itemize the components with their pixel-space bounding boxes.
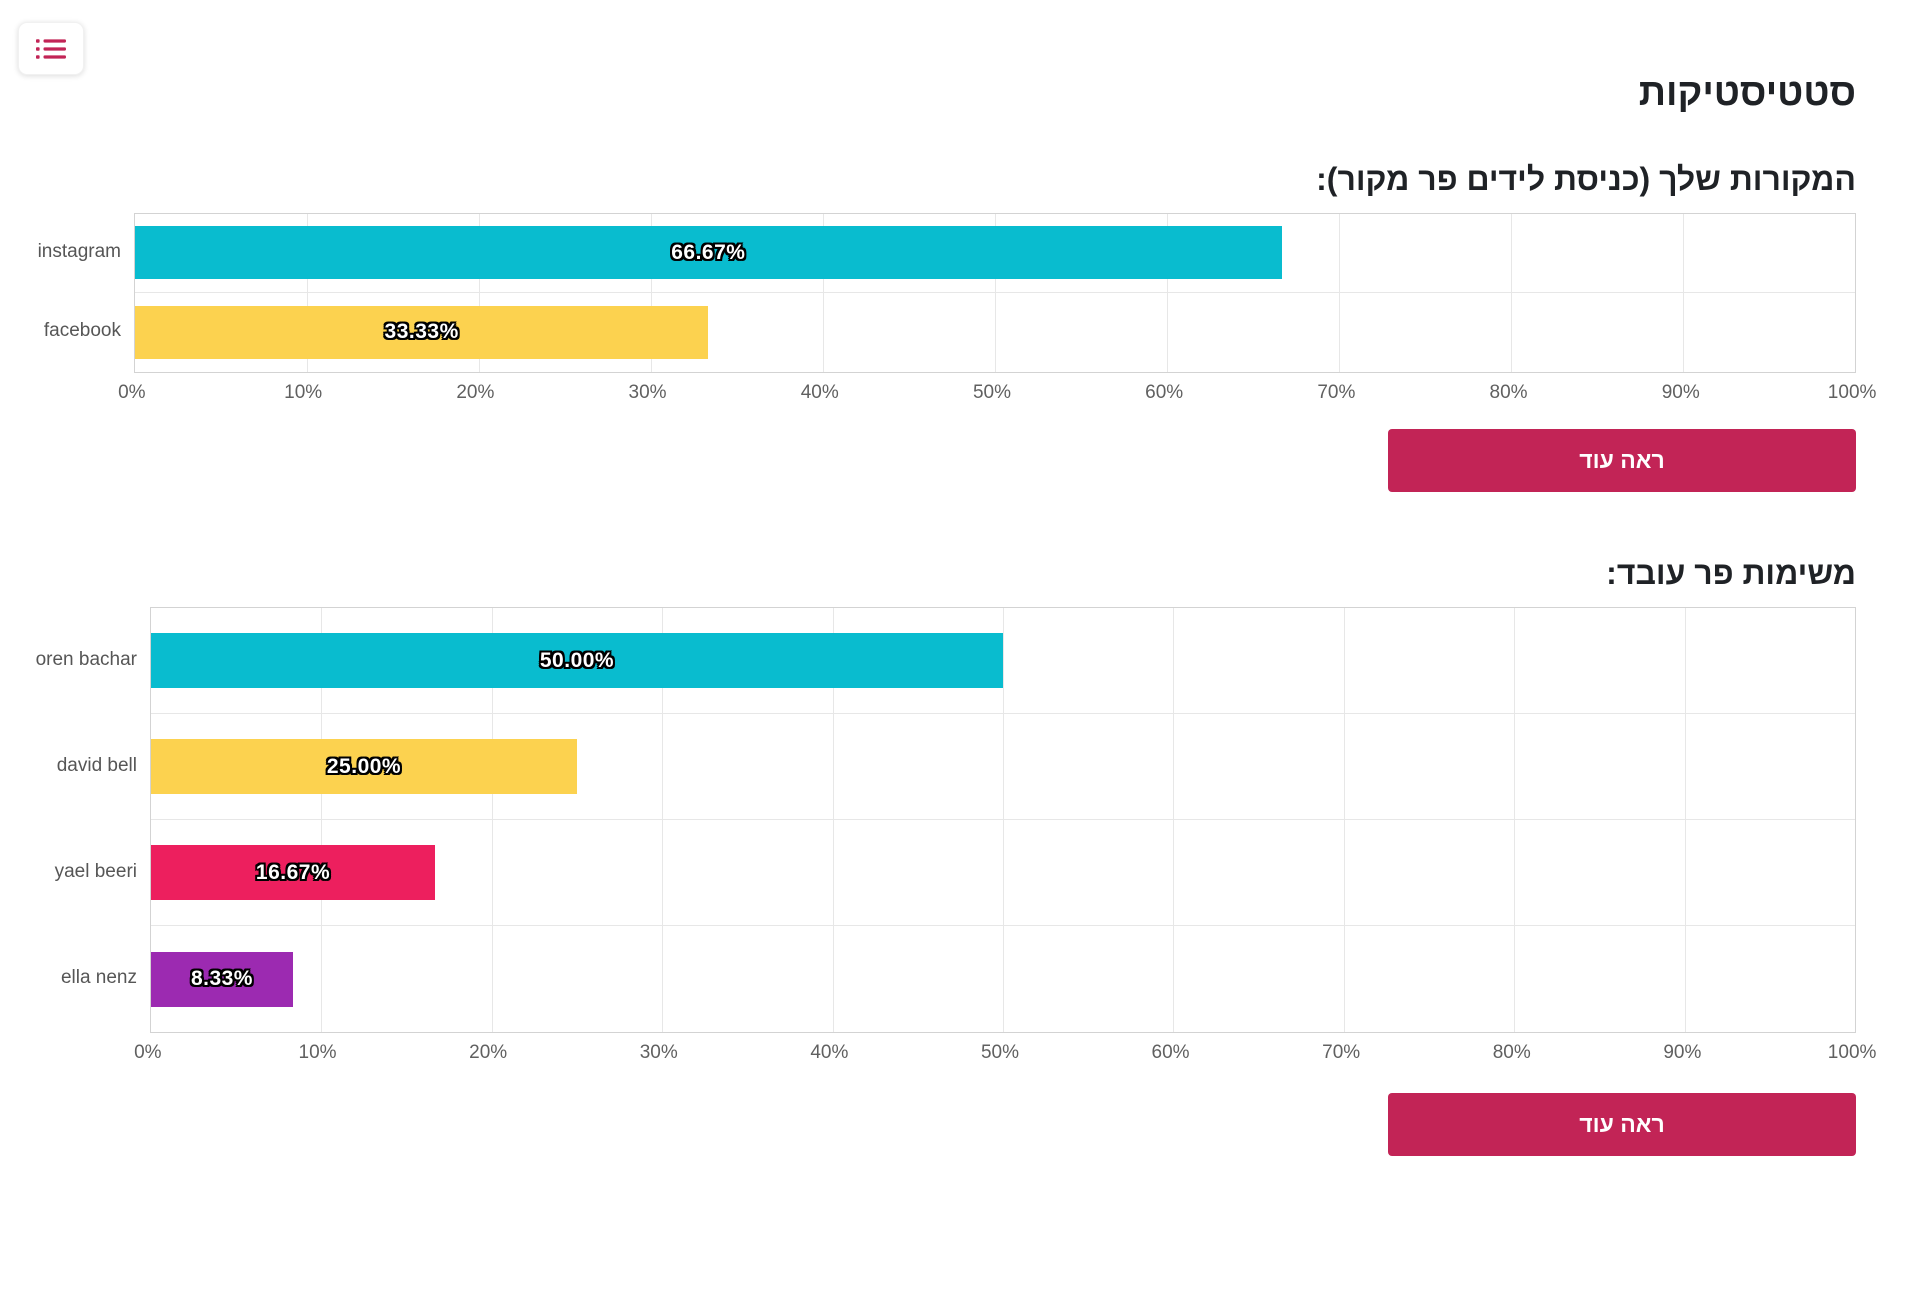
bar-row: 33.33% — [135, 293, 1855, 372]
bar-row: 25.00% — [151, 714, 1855, 821]
gridline — [1343, 608, 1345, 1033]
x-tick-label: 60% — [1145, 381, 1184, 403]
x-tick-label: 20% — [456, 381, 495, 403]
gridline — [479, 213, 480, 372]
bar-david-bell[interactable]: 25.00% — [151, 739, 577, 795]
page-title: סטטיסטיקות — [1638, 72, 1856, 114]
list-icon — [36, 38, 66, 59]
gridline — [1003, 608, 1004, 1033]
x-tick-label: 40% — [800, 381, 839, 403]
x-tick-label: 60% — [1151, 1042, 1190, 1064]
bar-row: 66.67% — [135, 214, 1855, 293]
x-tick-label: 0% — [118, 381, 146, 403]
gridline — [491, 608, 493, 1033]
x-tick-label: 80% — [1492, 1042, 1531, 1064]
tasks-chart-title: משימות פר עובד: — [1606, 554, 1856, 591]
bar-row: 50.00% — [151, 608, 1855, 715]
bar-ella-nenz[interactable]: 8.33% — [151, 951, 293, 1007]
bar-value-label: 50.00% — [539, 648, 615, 672]
bar-yael-beeri[interactable]: 16.67% — [151, 845, 436, 901]
category-label: instagram — [37, 241, 121, 263]
gridline — [321, 608, 323, 1033]
x-tick-label: 70% — [1317, 381, 1356, 403]
gridline — [995, 213, 996, 372]
gridline — [651, 213, 652, 372]
gridline — [1339, 213, 1340, 372]
gridline — [307, 213, 308, 372]
bar-oren-bachar[interactable]: 50.00% — [151, 633, 1003, 689]
bar-row: 8.33% — [151, 926, 1855, 1032]
sources-bar-chart: instagram facebook 66.67% 33.33% 0% 10% 20% 3… — [20, 212, 1876, 407]
gridline — [662, 608, 664, 1033]
bar-instagram[interactable]: 66.67% — [135, 226, 1282, 280]
tasks-category-labels: oren bachar david bell yael beeri ella nenz — [20, 607, 150, 1033]
x-tick-label: 20% — [469, 1042, 508, 1064]
tasks-bar-chart: oren bachar david bell yael beeri ella nenz… — [20, 607, 1876, 1067]
category-label: facebook — [43, 320, 121, 342]
category-label: ella nenz — [60, 967, 137, 989]
sources-x-axis: 0% 10% 20% 30% 40% 50% 60% 70% 80% 90% 100% — [118, 373, 1876, 407]
x-tick-label: 40% — [810, 1042, 849, 1064]
x-tick-label: 10% — [298, 1042, 337, 1064]
x-tick-label: 0% — [134, 1042, 162, 1064]
bar-value-label: 8.33% — [190, 967, 253, 991]
statistics-page: סטטיסטיקות המקורות שלך (כניסת לידים פר מ… — [20, 72, 1876, 1157]
sources-chart-title: המקורות שלך (כניסת לידים פר מקור): — [1316, 160, 1856, 197]
bar-row: 16.67% — [151, 820, 1855, 927]
category-label: yael beeri — [54, 861, 137, 883]
gridline — [1684, 608, 1686, 1033]
bar-value-label: 25.00% — [326, 754, 402, 778]
bar-value-label: 66.67% — [671, 240, 746, 264]
gridline — [832, 608, 834, 1033]
category-label: oren bachar — [35, 649, 137, 671]
see-more-button-sources[interactable]: ראה עוד — [1388, 428, 1856, 492]
tasks-chart-section: משימות פר עובד: oren bachar david bell yae… — [20, 554, 1876, 1157]
x-tick-label: 30% — [628, 381, 667, 403]
x-tick-label: 30% — [639, 1042, 678, 1064]
gridline — [1514, 608, 1516, 1033]
x-tick-label: 90% — [1663, 1042, 1702, 1064]
x-tick-label: 100% — [1827, 1042, 1877, 1064]
bar-facebook[interactable]: 33.33% — [135, 305, 709, 359]
see-more-button-tasks[interactable]: ראה עוד — [1388, 1093, 1856, 1157]
x-tick-label: 80% — [1489, 381, 1528, 403]
x-tick-label: 10% — [284, 381, 323, 403]
gridline — [823, 213, 824, 372]
x-tick-label: 50% — [980, 1042, 1019, 1064]
x-tick-label: 50% — [972, 381, 1011, 403]
gridline — [1173, 608, 1175, 1033]
bar-value-label: 33.33% — [384, 320, 459, 344]
sources-plot-area: 66.67% 33.33% — [134, 212, 1856, 373]
bar-value-label: 16.67% — [255, 860, 331, 884]
sources-category-labels: instagram facebook — [20, 213, 134, 373]
x-tick-label: 90% — [1661, 381, 1700, 403]
gridline — [1167, 213, 1168, 372]
x-tick-label: 100% — [1827, 381, 1877, 403]
tasks-x-axis: 0% 10% 20% 30% 40% 50% 60% 70% 80% 90% 100% — [134, 1033, 1876, 1067]
category-label: david bell — [56, 755, 137, 777]
menu-button[interactable] — [18, 22, 84, 75]
x-tick-label: 70% — [1322, 1042, 1361, 1064]
gridline — [1511, 213, 1512, 372]
gridline — [1683, 213, 1684, 372]
tasks-plot-area: 50.00% 25.00% 16.67% 8.33% — [150, 607, 1856, 1034]
sources-chart-section: המקורות שלך (כניסת לידים פר מקור): insta… — [20, 160, 1876, 492]
